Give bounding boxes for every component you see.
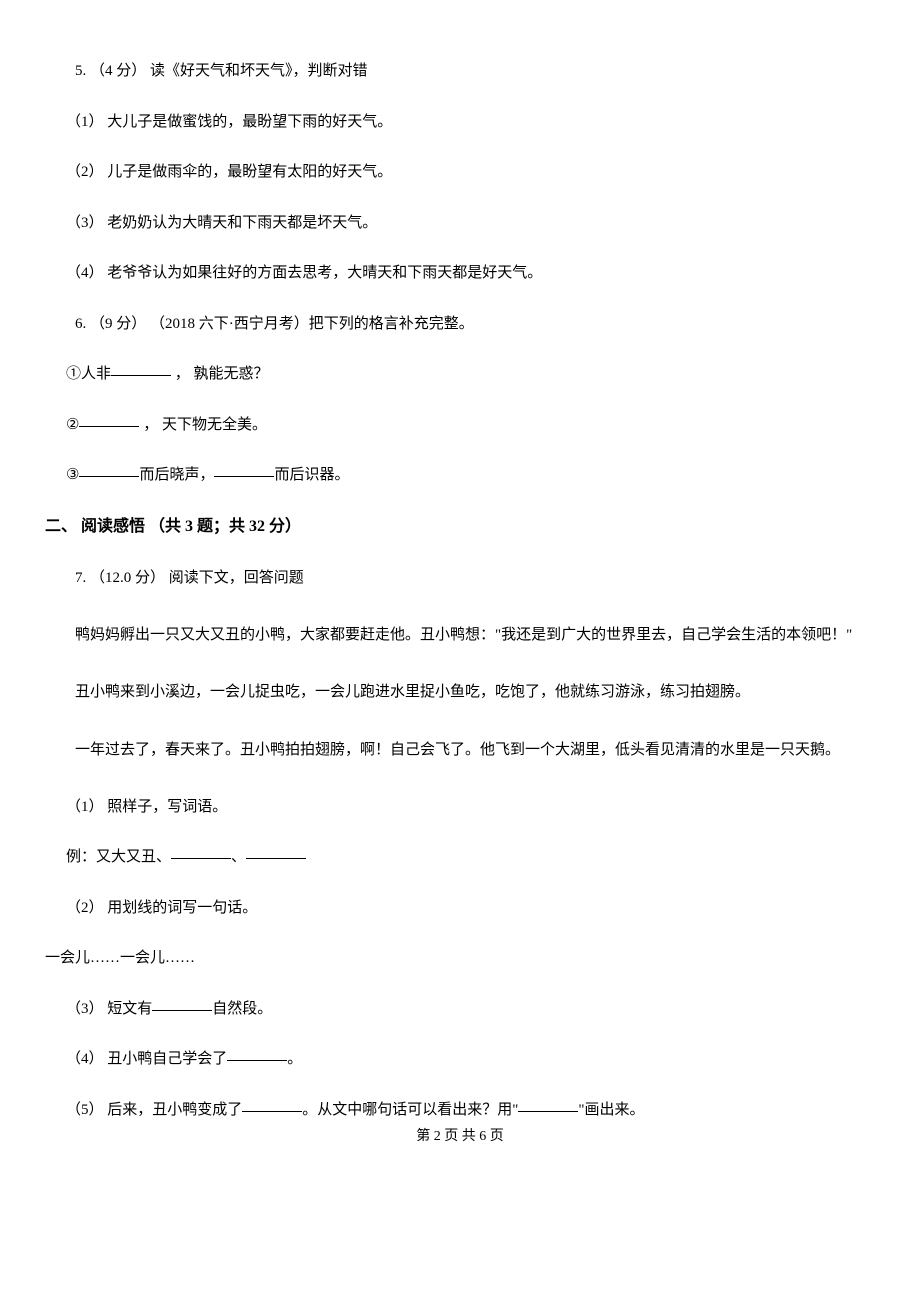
q6-i3-b: 而后晓声，: [139, 467, 214, 483]
blank-fill[interactable]: [79, 462, 139, 477]
q6-i2-b: ， 天下物无全美。: [139, 417, 267, 433]
blank-fill[interactable]: [214, 462, 274, 477]
q7-s3-b: 自然段。: [212, 1001, 272, 1017]
q7-sub-5: （5） 后来，丑小鸭变成了 。从文中哪句话可以看出来？用" "画出来。: [45, 1099, 875, 1122]
q7-sub-2-example: 一会儿……一会儿……: [45, 947, 875, 970]
q6-i1-b: ， 孰能无惑？: [171, 366, 269, 382]
page-footer: 第 2 页 共 6 页: [45, 1126, 875, 1147]
q5-header: 5. （4 分） 读《好天气和坏天气》，判断对错: [45, 60, 875, 83]
blank-fill[interactable]: [79, 412, 139, 427]
q7-sub-2: （2） 用划线的词写一句话。: [45, 897, 875, 920]
q7-s5-c: "画出来。: [578, 1102, 644, 1118]
blank-fill[interactable]: [152, 996, 212, 1011]
q7-s1-b: 、: [231, 849, 246, 865]
q7-sub-4: （4） 丑小鸭自己学会了 。: [45, 1048, 875, 1071]
q6-item-3: ③ 而后晓声， 而后识器。: [45, 464, 875, 487]
blank-fill[interactable]: [518, 1097, 578, 1112]
q7-s3-a: （3） 短文有: [66, 1001, 152, 1017]
q6-header: 6. （9 分） （2018 六下·西宁月考）把下列的格言补充完整。: [45, 313, 875, 336]
q5-item-2: （2） 儿子是做雨伞的，最盼望有太阳的好天气。: [45, 161, 875, 184]
blank-fill[interactable]: [171, 844, 231, 859]
q7-s1-a: 例：又大又丑、: [66, 849, 171, 865]
q7-passage-3: 一年过去了，春天来了。丑小鸭拍拍翅膀，啊！自己会飞了。他飞到一个大湖里，低头看见…: [45, 732, 875, 768]
q7-s4-a: （4） 丑小鸭自己学会了: [66, 1051, 227, 1067]
q6-i2-a: ②: [66, 417, 79, 433]
q7-s5-b: 。从文中哪句话可以看出来？用": [302, 1102, 518, 1118]
q6-item-1: ①人非 ， 孰能无惑？: [45, 363, 875, 386]
q7-header: 7. （12.0 分） 阅读下文，回答问题: [45, 567, 875, 590]
q6-i1-a: ①人非: [66, 366, 111, 382]
q5-item-4: （4） 老爷爷认为如果往好的方面去思考，大晴天和下雨天都是好天气。: [45, 262, 875, 285]
q7-passage-1: 鸭妈妈孵出一只又大又丑的小鸭，大家都要赶走他。丑小鸭想："我还是到广大的世界里去…: [45, 617, 875, 653]
q6-i3-a: ③: [66, 467, 79, 483]
q7-s4-b: 。: [287, 1051, 302, 1067]
q5-item-3: （3） 老奶奶认为大晴天和下雨天都是坏天气。: [45, 212, 875, 235]
q7-sub-1-example: 例：又大又丑、 、: [45, 846, 875, 869]
q7-passage-2: 丑小鸭来到小溪边，一会儿捉虫吃，一会儿跑进水里捉小鱼吃，吃饱了，他就练习游泳，练…: [45, 681, 875, 704]
q7-sub-3: （3） 短文有 自然段。: [45, 998, 875, 1021]
blank-fill[interactable]: [227, 1046, 287, 1061]
blank-fill[interactable]: [246, 844, 306, 859]
q7-sub-1: （1） 照样子，写词语。: [45, 796, 875, 819]
q7-s5-a: （5） 后来，丑小鸭变成了: [66, 1102, 242, 1118]
q6-item-2: ② ， 天下物无全美。: [45, 414, 875, 437]
blank-fill[interactable]: [242, 1097, 302, 1112]
q6-i3-c: 而后识器。: [274, 467, 349, 483]
blank-fill[interactable]: [111, 361, 171, 376]
section-2-heading: 二、 阅读感悟 （共 3 题；共 32 分）: [45, 515, 875, 539]
q5-item-1: （1） 大儿子是做蜜饯的，最盼望下雨的好天气。: [45, 111, 875, 134]
